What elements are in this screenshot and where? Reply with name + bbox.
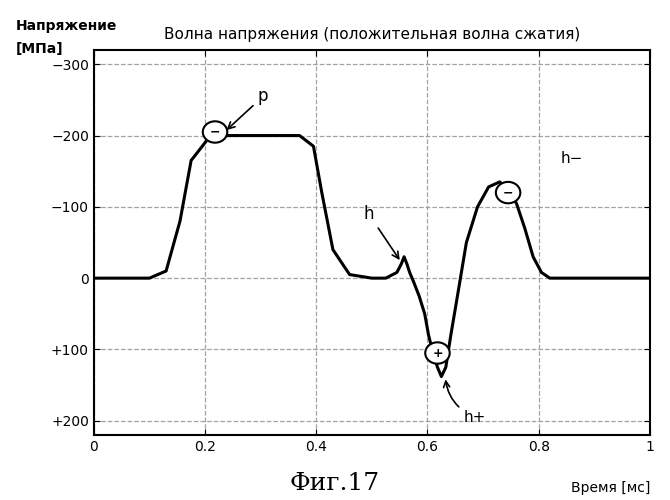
Text: [МПа]: [МПа] — [16, 42, 64, 56]
Ellipse shape — [425, 342, 450, 363]
Text: −: − — [503, 186, 513, 199]
Text: h: h — [364, 205, 399, 258]
Text: +: + — [432, 346, 443, 360]
Text: h−: h− — [561, 151, 584, 166]
Text: Фиг.17: Фиг.17 — [290, 472, 380, 495]
Text: Напряжение: Напряжение — [16, 19, 117, 33]
Text: h+: h+ — [444, 381, 486, 424]
Text: p: p — [228, 88, 269, 129]
Text: Время [мс]: Время [мс] — [571, 481, 650, 495]
Ellipse shape — [496, 182, 521, 204]
Title: Волна напряжения (положительная волна сжатия): Волна напряжения (положительная волна сж… — [163, 27, 580, 42]
Text: −: − — [210, 126, 220, 138]
Ellipse shape — [203, 122, 227, 142]
